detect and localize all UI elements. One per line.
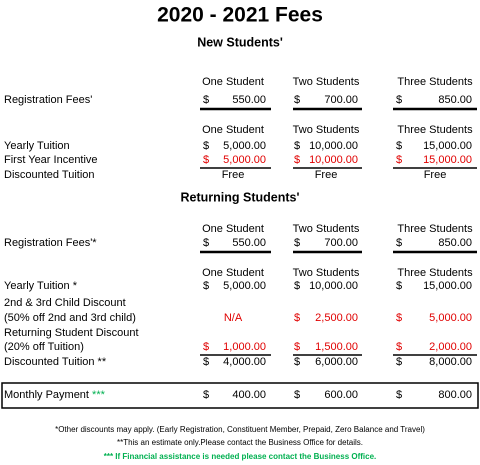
monthly-payment-box bbox=[1, 382, 479, 409]
row-label: (50% off 2nd and 3rd child) bbox=[4, 312, 136, 324]
currency-symbol: $ bbox=[203, 94, 209, 106]
cell-text: Free bbox=[424, 169, 447, 181]
cell-text: N/A bbox=[224, 312, 243, 324]
amount: 5,000.00 bbox=[223, 140, 266, 152]
amount: 800.00 bbox=[438, 389, 472, 401]
row-label: (20% off Tuition) bbox=[4, 341, 84, 353]
currency-symbol: $ bbox=[294, 237, 300, 249]
amount: 5,000.00 bbox=[223, 280, 266, 292]
amount: 1,500.00 bbox=[315, 341, 358, 353]
amount: 15,000.00 bbox=[423, 154, 472, 166]
column-header: One Student bbox=[202, 267, 264, 279]
amount: 700.00 bbox=[324, 94, 358, 106]
currency-symbol: $ bbox=[203, 280, 209, 292]
amount: 15,000.00 bbox=[423, 280, 472, 292]
currency-symbol: $ bbox=[203, 356, 209, 368]
row-label-text: Monthly Payment bbox=[4, 389, 89, 401]
currency-symbol: $ bbox=[294, 94, 300, 106]
currency-symbol: $ bbox=[294, 312, 300, 324]
section-heading: Returning Students' bbox=[181, 190, 300, 204]
currency-symbol: $ bbox=[294, 154, 300, 166]
amount: 6,000.00 bbox=[315, 356, 358, 368]
column-header: One Student bbox=[202, 76, 264, 88]
column-header: Three Students bbox=[397, 124, 473, 136]
row-label-text: Yearly Tuition bbox=[4, 140, 70, 152]
row-label: Monthly Payment *** bbox=[4, 389, 106, 401]
currency-symbol: $ bbox=[396, 312, 402, 324]
row-label: Returning Student Discount bbox=[4, 327, 139, 339]
row-label: Registration Fees'* bbox=[4, 237, 97, 249]
currency-symbol: $ bbox=[396, 237, 402, 249]
column-header: Two Students bbox=[293, 76, 360, 88]
currency-symbol: $ bbox=[294, 389, 300, 401]
currency-symbol: $ bbox=[294, 140, 300, 152]
amount: 2,000.00 bbox=[429, 341, 472, 353]
currency-symbol: $ bbox=[396, 94, 402, 106]
row-label: First Year Incentive bbox=[4, 154, 98, 166]
footnote: **This an estimate only.Please contact t… bbox=[117, 438, 363, 447]
amount: 600.00 bbox=[324, 389, 358, 401]
footnote: *Other discounts may apply. (Early Regis… bbox=[55, 425, 425, 434]
amount: 5,000.00 bbox=[223, 154, 266, 166]
currency-symbol: $ bbox=[203, 341, 209, 353]
currency-symbol: $ bbox=[396, 389, 402, 401]
currency-symbol: $ bbox=[396, 140, 402, 152]
column-header: Two Students bbox=[293, 267, 360, 279]
row-label: Yearly Tuition bbox=[4, 140, 70, 152]
title: 2020 - 2021 Fees bbox=[157, 4, 323, 27]
row-label-text: First Year Incentive bbox=[4, 154, 98, 166]
currency-symbol: $ bbox=[396, 356, 402, 368]
currency-symbol: $ bbox=[203, 140, 209, 152]
currency-symbol: $ bbox=[396, 154, 402, 166]
row-marker: *** bbox=[92, 389, 106, 401]
row-label: Registration Fees' bbox=[4, 94, 92, 106]
column-header: Two Students bbox=[293, 124, 360, 136]
row-label-text: Discounted Tuition bbox=[4, 169, 95, 181]
row-label-text: Discounted Tuition ** bbox=[4, 356, 107, 368]
currency-symbol: $ bbox=[203, 154, 209, 166]
amount: 550.00 bbox=[232, 237, 266, 249]
currency-symbol: $ bbox=[203, 237, 209, 249]
row-label: Discounted Tuition ** bbox=[4, 356, 107, 368]
amount: 10,000.00 bbox=[309, 154, 358, 166]
amount: 850.00 bbox=[438, 237, 472, 249]
amount: 15,000.00 bbox=[423, 140, 472, 152]
currency-symbol: $ bbox=[396, 341, 402, 353]
column-header: Two Students bbox=[293, 223, 360, 235]
column-header: Three Students bbox=[397, 223, 473, 235]
row-label: Discounted Tuition bbox=[4, 169, 95, 181]
row-label-text: Yearly Tuition * bbox=[4, 280, 78, 292]
amount: 550.00 bbox=[232, 94, 266, 106]
cell-text: Free bbox=[315, 169, 338, 181]
currency-symbol: $ bbox=[294, 356, 300, 368]
currency-symbol: $ bbox=[294, 280, 300, 292]
column-header: One Student bbox=[202, 223, 264, 235]
amount: 4,000.00 bbox=[223, 356, 266, 368]
column-header: One Student bbox=[202, 124, 264, 136]
amount: 10,000.00 bbox=[309, 140, 358, 152]
column-header: Three Students bbox=[397, 267, 473, 279]
amount: 2,500.00 bbox=[315, 312, 358, 324]
row-label: Yearly Tuition * bbox=[4, 280, 78, 292]
column-header: Three Students bbox=[397, 76, 473, 88]
amount: 1,000.00 bbox=[223, 341, 266, 353]
currency-symbol: $ bbox=[396, 280, 402, 292]
cell-text: Free bbox=[222, 169, 245, 181]
footnote: *** If Financial assistance is needed pl… bbox=[104, 452, 377, 461]
amount: 10,000.00 bbox=[309, 280, 358, 292]
row-label: 2nd & 3rd Child Discount bbox=[4, 297, 126, 309]
amount: 850.00 bbox=[438, 94, 472, 106]
section-heading: New Students' bbox=[197, 35, 283, 49]
row-label-text: Registration Fees' bbox=[4, 94, 92, 106]
amount: 5,000.00 bbox=[429, 312, 472, 324]
amount: 400.00 bbox=[232, 389, 266, 401]
amount: 8,000.00 bbox=[429, 356, 472, 368]
currency-symbol: $ bbox=[203, 389, 209, 401]
row-label-text: Registration Fees'* bbox=[4, 237, 97, 249]
amount: 700.00 bbox=[324, 237, 358, 249]
currency-symbol: $ bbox=[294, 341, 300, 353]
